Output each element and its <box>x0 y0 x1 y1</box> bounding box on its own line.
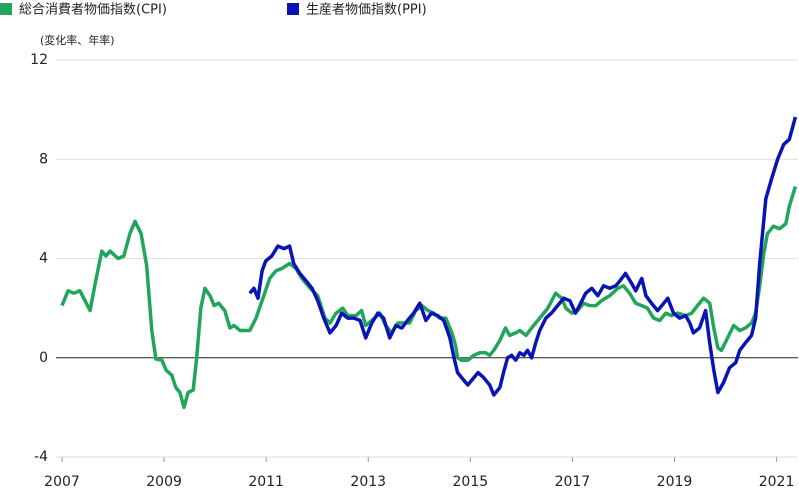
y-tick-label: 12 <box>30 52 48 68</box>
y-tick-label: 4 <box>39 251 48 267</box>
series-line <box>60 185 798 410</box>
legend-swatch <box>287 3 299 15</box>
x-tick-label: 2019 <box>657 474 693 490</box>
x-tick-label: 2017 <box>555 474 591 490</box>
x-tick-label: 2009 <box>146 474 182 490</box>
x-tick-label: 2021 <box>759 474 795 490</box>
series-line <box>248 116 798 397</box>
legend-swatch <box>0 3 12 15</box>
x-tick-label: 2015 <box>453 474 489 490</box>
x-tick-label: 2013 <box>350 474 386 490</box>
y-tick-label: 8 <box>39 151 48 167</box>
y-tick-label: -4 <box>34 449 48 465</box>
y-tick-label: 0 <box>39 350 48 366</box>
x-tick-label: 2007 <box>44 474 80 490</box>
y-axis-label: (変化率、年率) <box>40 33 115 47</box>
legend-label: 生産者物価指数(PPI) <box>306 2 427 18</box>
x-tick-label: 2011 <box>248 474 284 490</box>
legend-label: 総合消費者物価指数(CPI) <box>19 3 167 18</box>
